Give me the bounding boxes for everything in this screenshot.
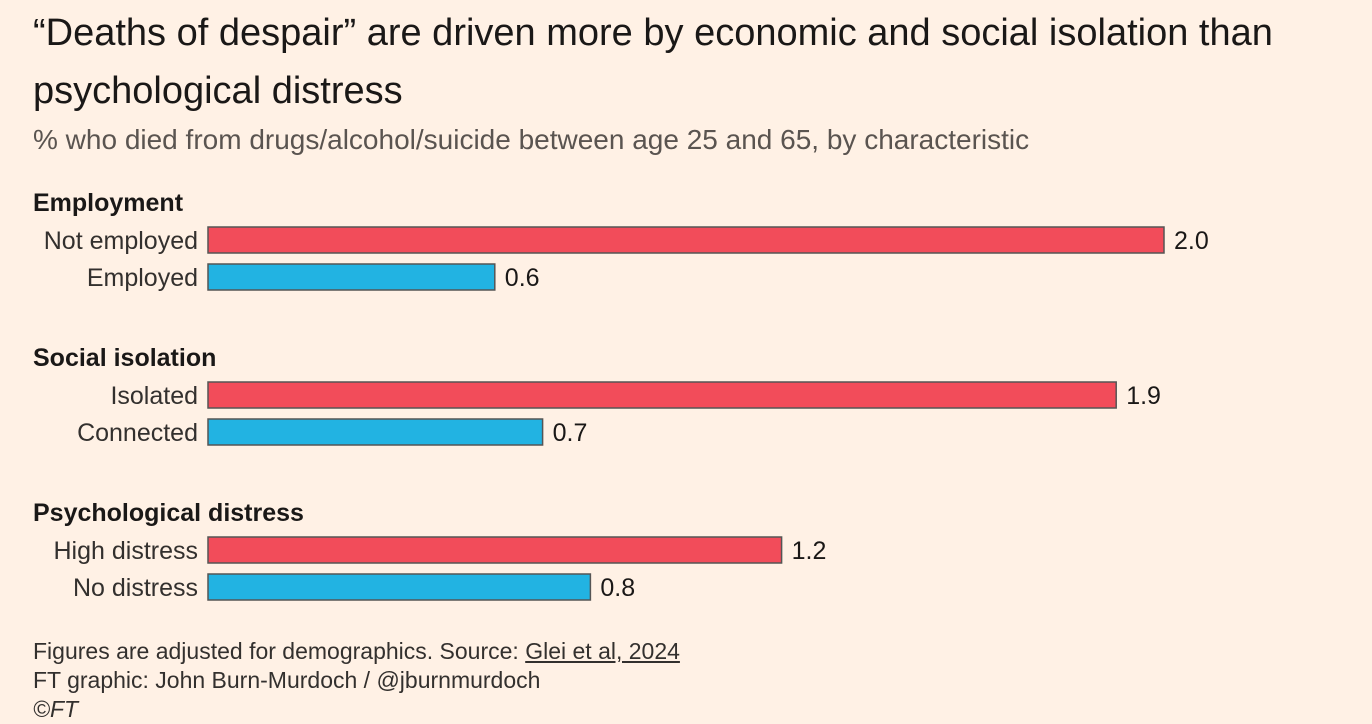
category-label: High distress — [54, 537, 199, 565]
source-note: Figures are adjusted for demographics. S… — [33, 637, 680, 666]
chart-subtitle: % who died from drugs/alcohol/suicide be… — [33, 124, 1030, 155]
bar-chart: Employment Not employed 2.0 Employed 0.6 Soci… — [33, 189, 1209, 602]
bar — [207, 381, 1117, 409]
category-label: Isolated — [110, 382, 198, 410]
category-label: Connected — [77, 419, 198, 447]
chart-title: “Deaths of despair” are driven more by e… — [33, 12, 1273, 112]
graphic-credit: FT graphic: John Burn-Murdoch / @jburnmu… — [33, 667, 541, 693]
chart-footer: Figures are adjusted for demographics. S… — [33, 637, 680, 724]
copyright: ©FT — [33, 696, 79, 722]
source-link[interactable]: Glei et al, 2024 — [525, 638, 680, 664]
value-label: 0.6 — [505, 264, 540, 292]
bar — [207, 226, 1165, 254]
value-label: 1.2 — [792, 537, 827, 565]
value-label: 0.7 — [553, 419, 588, 447]
category-label: Not employed — [44, 227, 198, 255]
value-label: 1.9 — [1126, 382, 1161, 410]
bar — [207, 263, 496, 291]
source-note-text: Figures are adjusted for demographics. S… — [33, 638, 526, 664]
category-label: No distress — [73, 574, 198, 602]
value-label: 2.0 — [1174, 227, 1209, 255]
bar — [207, 536, 783, 564]
group-label: Psychological distress — [33, 499, 304, 527]
value-label: 0.8 — [600, 574, 635, 602]
group-label: Social isolation — [33, 344, 216, 372]
category-label: Employed — [87, 264, 198, 292]
bar — [207, 573, 592, 601]
group-label: Employment — [33, 189, 184, 217]
bar — [207, 418, 544, 446]
